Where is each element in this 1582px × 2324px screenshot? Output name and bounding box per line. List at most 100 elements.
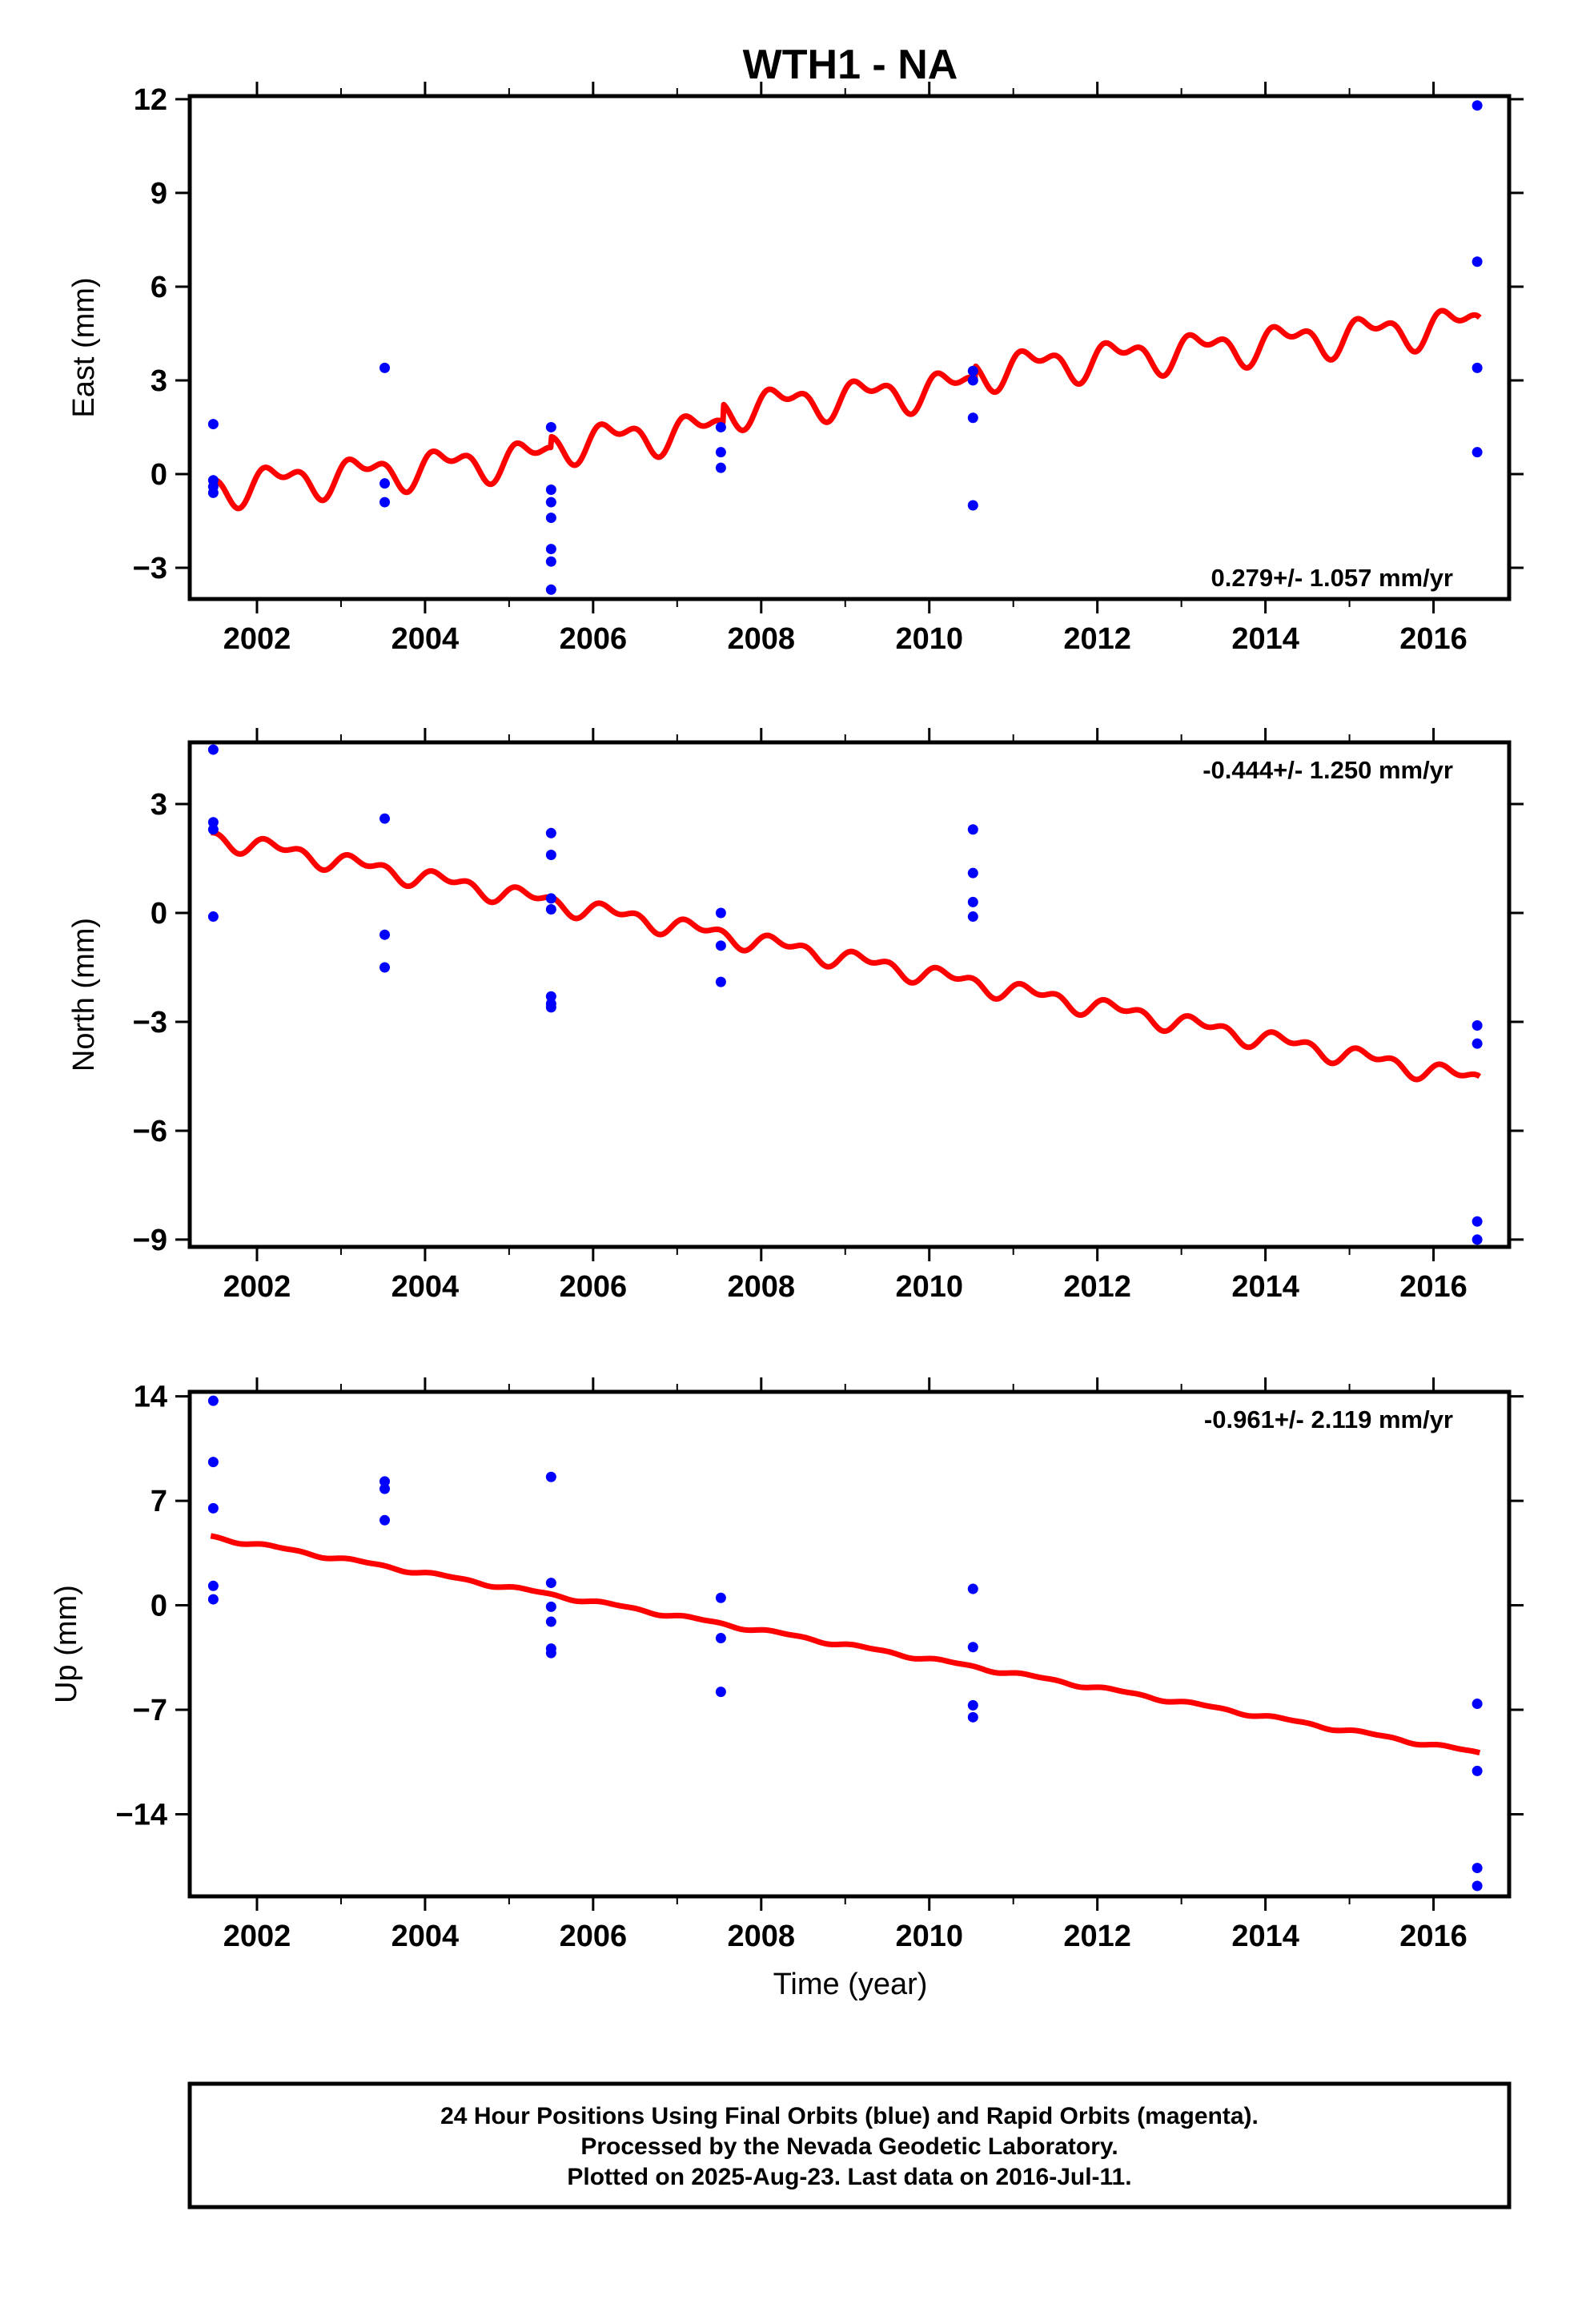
data-point	[715, 907, 726, 919]
data-point	[379, 1514, 391, 1526]
chart-title: WTH1 - NA	[743, 42, 958, 88]
footer-box: 24 Hour Positions Using Final Orbits (bl…	[187, 2081, 1512, 2209]
y-tick-label: 14	[134, 1381, 167, 1414]
data-point	[207, 744, 219, 755]
panel-frame	[187, 740, 1512, 1249]
x-tick-label: 2016	[1399, 1270, 1468, 1304]
data-point	[967, 896, 978, 907]
data-point	[967, 375, 978, 386]
y-tick-label: 6	[151, 271, 167, 304]
data-point	[545, 556, 556, 567]
data-point	[545, 827, 556, 838]
data-point	[715, 976, 726, 987]
data-point	[1472, 1216, 1483, 1227]
data-point	[967, 1583, 978, 1594]
data-point	[545, 1601, 556, 1612]
data-point	[967, 867, 978, 879]
data-point	[1472, 447, 1483, 458]
data-point	[967, 1699, 978, 1711]
x-tick-label: 2014	[1231, 1920, 1299, 1953]
y-tick-label: 0	[151, 897, 167, 931]
x-tick-label: 2010	[895, 622, 963, 656]
data-point	[207, 817, 219, 828]
rate-label: -0.961+/- 2.119 mm/yr	[1204, 1405, 1453, 1433]
footer-line-3: Plotted on 2025-Aug-23. Last data on 201…	[567, 2164, 1131, 2190]
x-tick-label: 2008	[728, 1270, 796, 1304]
data-point	[545, 1647, 556, 1659]
data-point	[207, 1457, 219, 1468]
data-point	[1472, 100, 1483, 111]
data-point	[715, 1633, 726, 1644]
footer-line-2: Processed by the Nevada Geodetic Laborat…	[580, 2133, 1118, 2160]
data-point	[207, 1580, 219, 1591]
x-tick-label: 2012	[1063, 622, 1131, 656]
data-point	[1472, 1880, 1483, 1892]
data-point	[715, 421, 726, 432]
y-tick-label: −9	[133, 1224, 167, 1257]
y-axis-label: North (mm)	[67, 918, 101, 1072]
data-point	[967, 911, 978, 923]
x-tick-label: 2016	[1399, 1920, 1468, 1953]
y-tick-label: 0	[151, 458, 167, 492]
x-tick-label: 2010	[895, 1270, 963, 1304]
x-tick-label: 2002	[223, 1920, 291, 1953]
x-tick-label: 2004	[391, 1920, 460, 1953]
data-point	[207, 1395, 219, 1406]
y-tick-label: 7	[151, 1485, 167, 1518]
data-point	[207, 487, 219, 498]
footer-frame	[187, 2081, 1512, 2209]
x-tick-label: 2006	[560, 1920, 628, 1953]
data-point	[545, 893, 556, 904]
model-fit-line	[208, 1533, 1482, 1756]
data-point	[1472, 1038, 1483, 1049]
up-panel: 2002 2004 2006 2008 2010 2012 2014 2016 −14 −7 0 7 1…	[50, 1377, 1524, 1953]
x-tick-label: 2016	[1399, 622, 1468, 656]
footer-line-1: 24 Hour Positions Using Final Orbits (bl…	[440, 2103, 1259, 2129]
panel-frame	[187, 1389, 1512, 1899]
data-point	[207, 911, 219, 923]
y-tick-label: 3	[151, 364, 167, 398]
y-axis-label: Up (mm)	[50, 1585, 83, 1703]
data-point	[545, 1471, 556, 1482]
y-tick-label: −7	[133, 1694, 167, 1727]
data-point	[207, 1594, 219, 1605]
data-point	[545, 484, 556, 495]
x-tick-label: 2012	[1063, 1920, 1131, 1953]
data-point	[1472, 1020, 1483, 1031]
panel-frame	[187, 94, 1512, 601]
data-point	[1472, 1765, 1483, 1776]
north-panel: 2002 2004 2006 2008 2010 2012 2014 2016 −9 −6 −3 0 3…	[67, 728, 1524, 1304]
data-point	[207, 824, 219, 835]
data-point	[967, 1711, 978, 1723]
x-tick-label: 2008	[728, 1920, 796, 1953]
data-point	[1472, 1234, 1483, 1245]
data-point	[1472, 1699, 1483, 1710]
x-tick-label: 2004	[391, 1270, 460, 1304]
x-tick-label: 2002	[223, 1270, 291, 1304]
data-point	[545, 513, 556, 524]
data-point	[545, 421, 556, 432]
y-tick-label: −14	[116, 1798, 167, 1831]
east-panel: 2002 2004 2006 2008 2010 2012 2014 2016 −3 0 3 6 9 12…	[67, 82, 1524, 656]
y-tick-label: −6	[133, 1115, 167, 1148]
data-point	[545, 544, 556, 555]
rate-label: 0.279+/- 1.057 mm/yr	[1211, 564, 1453, 592]
data-point	[545, 1578, 556, 1589]
x-tick-label: 2004	[391, 622, 460, 656]
data-point	[1472, 1863, 1483, 1874]
x-tick-label: 2012	[1063, 1270, 1131, 1304]
model-fit-line	[208, 830, 1482, 1083]
x-tick-label: 2008	[728, 622, 796, 656]
data-point	[1472, 362, 1483, 373]
data-point	[715, 1687, 726, 1698]
x-axis-label: Time (year)	[773, 1968, 928, 2001]
data-point	[1472, 256, 1483, 267]
x-tick-label: 2006	[560, 1270, 628, 1304]
data-point	[545, 991, 556, 1002]
data-point	[715, 447, 726, 458]
y-tick-label: 12	[134, 83, 167, 117]
data-point	[545, 903, 556, 915]
data-point	[379, 478, 391, 489]
